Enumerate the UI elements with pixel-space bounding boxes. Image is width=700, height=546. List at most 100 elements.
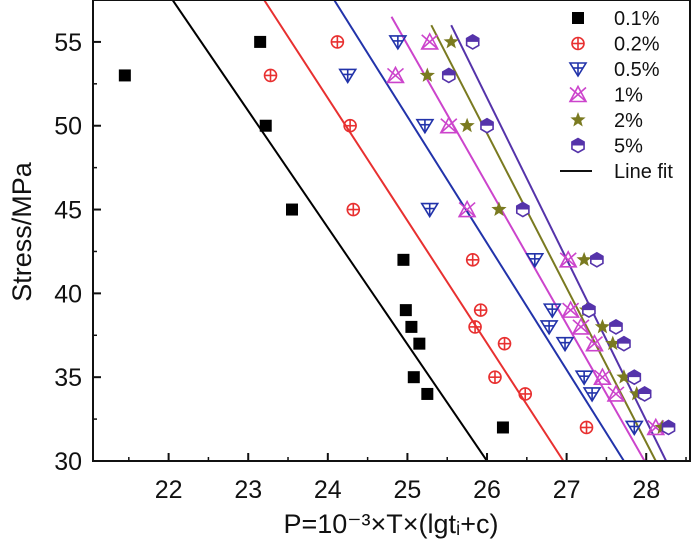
point-s2-11	[579, 420, 594, 435]
point-s3-8	[555, 336, 575, 353]
point-s4-5	[558, 250, 578, 268]
plot-area	[118, 0, 676, 461]
point-s4-9	[593, 367, 612, 385]
point-s3-4	[420, 202, 440, 219]
point-s6-8	[617, 335, 631, 352]
point-s5-1	[443, 33, 459, 49]
axis-ticks: 22 23 24 25 26 27 28 30 35 40 45 50 55	[54, 29, 687, 504]
point-s6-11	[661, 419, 676, 436]
point-s1-10	[421, 387, 434, 400]
point-s3-11	[624, 420, 644, 436]
point-s5-3	[459, 117, 475, 133]
plot-frame	[92, 0, 691, 462]
point-s6-4	[515, 201, 530, 218]
point-s3-5	[525, 253, 545, 269]
point-s1-9	[407, 371, 420, 384]
legend-label: 0.1%	[614, 8, 660, 30]
point-s3-9	[574, 370, 594, 386]
point-s2-5	[465, 253, 480, 267]
legend-item: 0.1%	[572, 8, 660, 30]
point-s3-3	[415, 118, 435, 135]
x-tick-label: 28	[632, 476, 660, 504]
point-s2-4	[346, 202, 361, 217]
legend-label: Line fit	[614, 161, 673, 183]
point-s4-1	[420, 32, 440, 50]
y-tick-label: 50	[54, 113, 82, 141]
point-s3-1	[388, 35, 408, 51]
point-s2-7	[468, 320, 482, 334]
point-s2-9	[488, 370, 502, 384]
y-tick-label: 30	[54, 448, 82, 476]
point-s6-7	[609, 318, 623, 335]
point-s1-4	[286, 203, 298, 216]
y-tick-label: 40	[54, 280, 82, 308]
point-s6-3	[480, 117, 494, 134]
fit-line-1	[171, 0, 488, 461]
fit-line-5	[430, 24, 657, 461]
legend-marker	[568, 62, 588, 78]
x-tick-label: 24	[314, 476, 342, 504]
point-s5-10	[629, 385, 645, 401]
legend-item: 0.2%	[571, 34, 660, 56]
fit-line-4	[390, 16, 646, 461]
y-tick-label: 35	[54, 364, 82, 392]
x-axis-title: P=10⁻³×T×(lgtᵢ+c)	[283, 509, 498, 539]
x-tick-label: 27	[553, 476, 581, 504]
point-s4-8	[585, 333, 604, 352]
x-tick-label: 26	[473, 476, 501, 504]
x-tick-label: 23	[234, 476, 262, 504]
point-s3-7	[539, 320, 559, 336]
legend-marker	[571, 36, 585, 51]
point-s2-3	[343, 118, 357, 133]
legend-item: 1%	[568, 84, 643, 107]
point-s1-2	[254, 35, 267, 48]
point-s1-7	[405, 320, 418, 333]
point-s2-10	[518, 387, 533, 401]
legend-item: 0.5%	[568, 59, 660, 81]
point-s6-2	[441, 67, 456, 84]
point-s1-3	[259, 119, 272, 132]
legend-marker	[571, 137, 585, 154]
point-s6-6	[582, 302, 596, 319]
point-s5-8	[605, 335, 621, 351]
fit-line-6	[450, 24, 668, 461]
point-s5-9	[616, 369, 632, 384]
fit-line-3	[333, 0, 625, 461]
point-s3-10	[582, 387, 602, 403]
point-s3-2	[338, 68, 358, 84]
legend-marker	[572, 12, 584, 24]
legend-marker	[570, 112, 586, 127]
point-s5-7	[594, 318, 611, 334]
legend-item: 2%	[570, 110, 643, 132]
point-s4-7	[571, 317, 591, 335]
point-s1-11	[496, 421, 509, 434]
legend: 0.1% 0.2% 0.5% 1% 2% 5% Line fit	[560, 8, 673, 183]
point-s1-6	[399, 304, 412, 317]
point-s2-8	[497, 336, 512, 351]
point-s2-2	[330, 35, 345, 49]
point-s4-10	[606, 384, 626, 402]
point-s4-3	[439, 116, 459, 134]
x-tick-label: 22	[155, 476, 183, 504]
legend-marker	[568, 84, 588, 103]
legend-label: 2%	[614, 110, 643, 132]
point-s6-5	[590, 251, 604, 268]
y-axis-title: Stress/MPa	[7, 161, 37, 302]
point-s5-5	[576, 251, 592, 267]
point-s1-8	[413, 337, 426, 350]
legend-label: 0.2%	[614, 34, 660, 56]
point-s4-6	[561, 300, 580, 318]
point-s1-5	[397, 253, 410, 266]
point-s5-4	[491, 201, 507, 217]
legend-label: 0.5%	[614, 59, 660, 81]
point-s6-9	[627, 369, 642, 386]
point-s4-4	[457, 199, 477, 218]
legend-label: 1%	[614, 85, 643, 107]
point-s6-10	[637, 386, 652, 402]
point-s2-6	[473, 303, 488, 317]
point-s1-1	[118, 69, 131, 82]
point-s6-1	[465, 33, 480, 50]
legend-item: 5%	[571, 136, 643, 158]
point-s4-2	[386, 65, 405, 84]
